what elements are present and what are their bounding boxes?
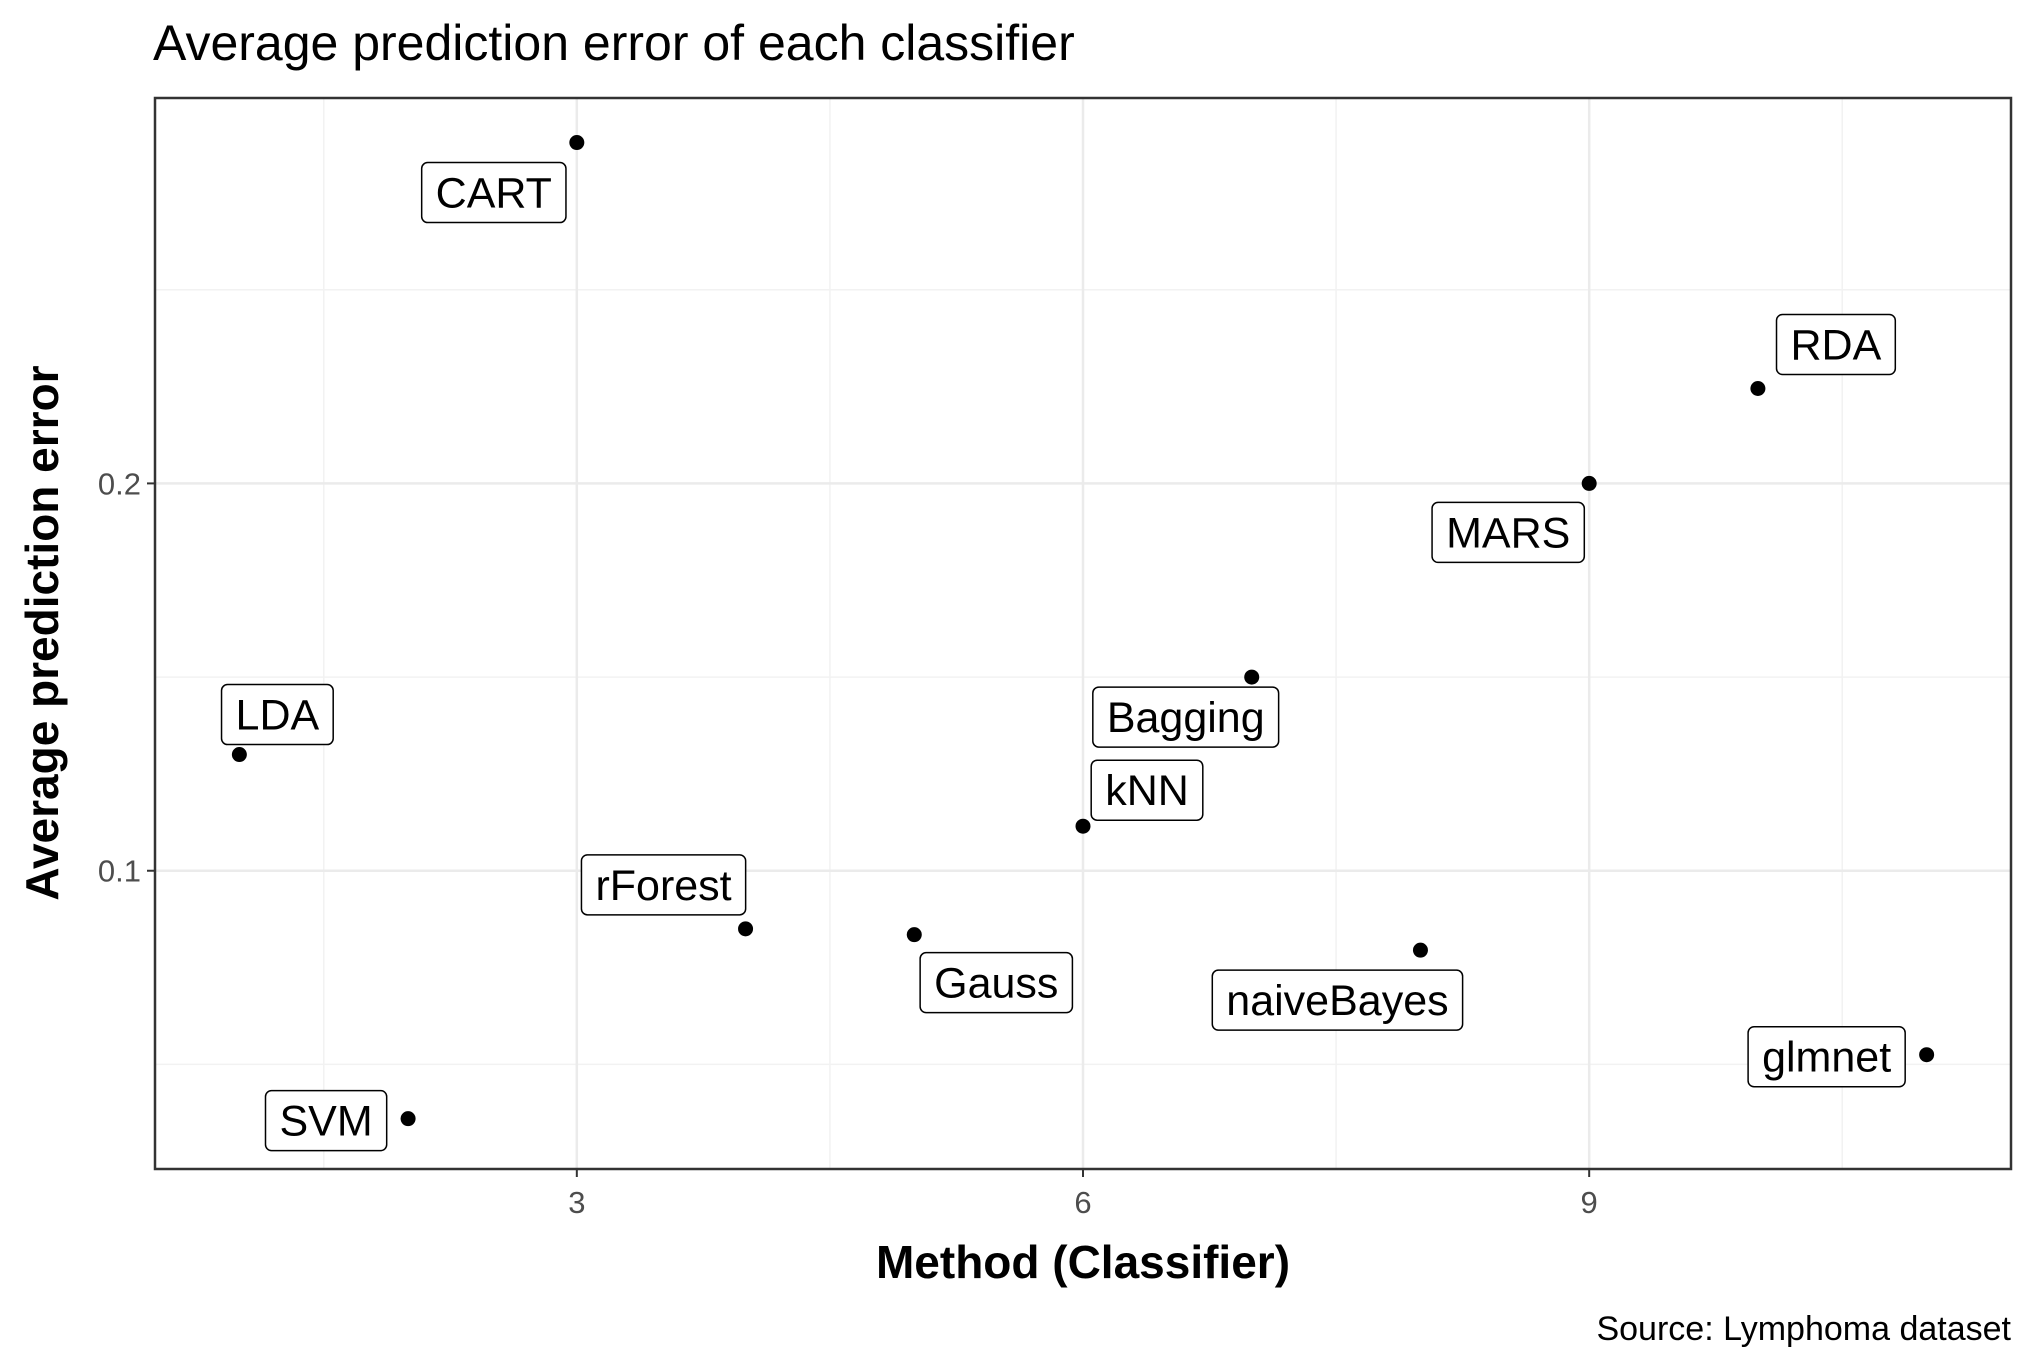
label-text: naiveBayes (1226, 977, 1448, 1025)
label-text: glmnet (1762, 1034, 1891, 1082)
y-tick-label: 0.2 (98, 466, 141, 501)
data-point (400, 1111, 416, 1127)
data-point (1244, 669, 1260, 685)
x-tick-label: 9 (1581, 1185, 1598, 1220)
data-point (906, 927, 922, 943)
label-box (420, 161, 567, 224)
label-text: RDA (1791, 322, 1882, 370)
caption: Source: Lymphoma dataset (1596, 1310, 2011, 1348)
point-labels: LDA SVM CART rForest Gauss kNN Bagging naiveBay… (220, 161, 1906, 1152)
label-box (1092, 686, 1280, 748)
data-point (1581, 475, 1597, 491)
label-text: kNN (1105, 767, 1189, 815)
y-axis-title: Average prediction error (16, 365, 68, 900)
point-label: Bagging (1092, 686, 1280, 748)
data-point (231, 747, 247, 763)
data-point (1750, 381, 1766, 397)
label-text: MARS (1446, 509, 1570, 557)
point-label: kNN (1090, 759, 1204, 821)
point-label: CART (420, 161, 567, 224)
label-box (1775, 313, 1897, 376)
data-point (1919, 1047, 1935, 1063)
point-label: LDA (220, 683, 334, 746)
data-point (738, 921, 754, 937)
chart-title: Average prediction error of each classif… (153, 15, 1075, 71)
label-box (1747, 1025, 1906, 1088)
point-label: glmnet (1747, 1025, 1906, 1088)
label-box (220, 683, 334, 746)
label-text: CART (436, 170, 552, 218)
label-box (1431, 501, 1586, 564)
y-tick-label: 0.1 (98, 854, 141, 889)
label-text: LDA (236, 692, 320, 740)
label-text: Gauss (934, 960, 1058, 1008)
data-point (1075, 818, 1091, 834)
point-label: RDA (1775, 313, 1897, 376)
label-box (919, 951, 1074, 1014)
label-text: SVM (279, 1098, 372, 1146)
data-point (1412, 942, 1428, 958)
grid (155, 98, 2011, 1169)
point-label: MARS (1431, 501, 1586, 564)
point-label: naiveBayes (1211, 969, 1464, 1031)
point-label: rForest (580, 854, 747, 916)
label-text: rForest (595, 862, 731, 910)
label-box (580, 854, 747, 916)
point-label: Gauss (919, 951, 1074, 1014)
axis-ticks: 3 6 9 0.1 0.2 (98, 466, 1598, 1220)
data-points (231, 135, 1935, 1127)
x-axis-title: Method (Classifier) (876, 1236, 1290, 1288)
x-tick-label: 3 (568, 1185, 585, 1220)
label-box (1211, 969, 1464, 1031)
label-box (264, 1089, 388, 1152)
x-tick-label: 6 (1074, 1185, 1091, 1220)
point-label: SVM (264, 1089, 388, 1152)
label-text: Bagging (1107, 694, 1265, 742)
label-box (1090, 759, 1204, 821)
data-point (569, 135, 585, 151)
